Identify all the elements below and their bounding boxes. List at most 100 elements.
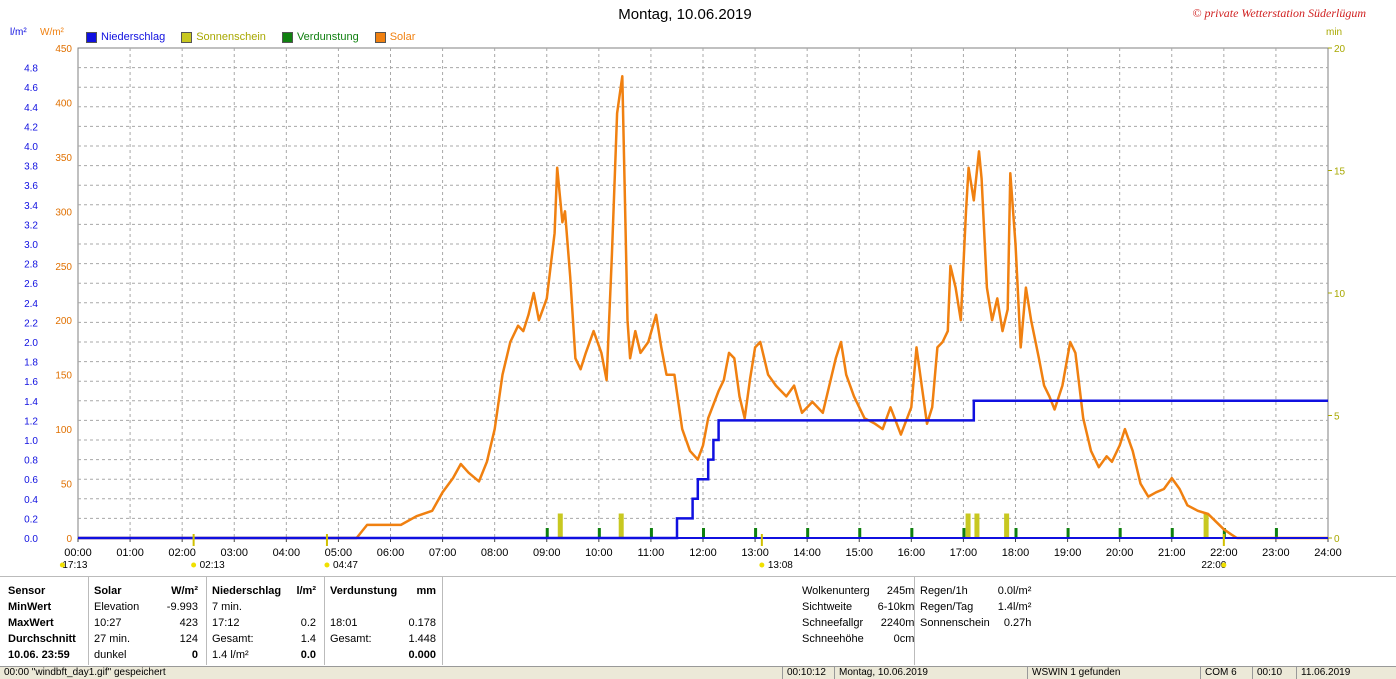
rain-unit: l/m²: [296, 585, 316, 597]
y-rain-tick-label: 2.6: [24, 279, 38, 290]
y-rain-tick-label: 2.4: [24, 299, 38, 310]
x-tick-label: 04:00: [273, 547, 301, 559]
x-tick-label: 03:00: [220, 547, 248, 559]
marker-label: 04:47: [333, 560, 358, 571]
status-bar: 00:00 "windbft_day1.gif" gespeichert 00:…: [0, 666, 1396, 679]
y-rain-tick-label: 3.6: [24, 181, 38, 192]
evaporation-mark: [1222, 528, 1226, 538]
solar-value: 423: [179, 617, 198, 629]
series-line-solar: [78, 75, 1328, 540]
solar-unit: W/m²: [171, 585, 198, 597]
legend-label: Niederschlag: [101, 31, 166, 43]
x-tick-label: 20:00: [1106, 547, 1134, 559]
evaporation-mark: [754, 528, 758, 538]
stats-solar: Solar W/m² Elevation -9.993 10:27 423 27 mi…: [90, 583, 202, 663]
weather-chart: 00:00 01:00 02:00 03:00 04:00 05:00 06:00 07:00…: [24, 44, 1346, 571]
y-solar-tick-label: 300: [55, 207, 72, 218]
x-tick-label: 21:00: [1158, 547, 1186, 559]
y-rain-tick-label: 0.8: [24, 456, 38, 467]
evap-label: Gesamt:: [330, 633, 372, 645]
y-rain-tick-label: 4.4: [24, 103, 38, 114]
rain-label: Gesamt:: [212, 633, 254, 645]
legend-item-solar: Solar: [374, 31, 416, 43]
y-solar-tick-label: 250: [55, 262, 72, 273]
legend-label: Verdunstung: [296, 31, 359, 43]
sensor-row: 10.06. 23:59: [8, 649, 70, 661]
legend-label: Sonnenschein: [196, 31, 266, 43]
x-tick-label: 22:00: [1210, 547, 1238, 559]
y-rain-tick-label: 2.0: [24, 338, 38, 349]
divider: [206, 577, 207, 665]
y-min-tick-label: 5: [1334, 412, 1340, 423]
rainrate-value: 0.27h: [1003, 617, 1032, 629]
rainrate-value: 0.0l/m²: [997, 585, 1032, 597]
y-rain-tick-label: 1.4: [24, 397, 38, 408]
x-tick-label: 00:00: [64, 547, 92, 559]
evaporation-mark: [1170, 528, 1174, 538]
y-rain-tick-label: 3.4: [24, 201, 38, 212]
status-message: 00:00 "windbft_day1.gif" gespeichert: [4, 667, 166, 678]
solar-label: Elevation: [94, 601, 140, 613]
sun-marker-icon: [759, 562, 765, 568]
legend-item-sonnenschein: Sonnenschein: [181, 31, 266, 43]
y-rain-tick-label: 1.0: [24, 436, 38, 447]
evap-value: [403, 599, 440, 615]
evaporation-mark: [910, 528, 914, 538]
cloud-label: Wolkenunterg: [802, 585, 870, 597]
legend: Niederschlag Sonnenschein Verdunstung So…: [86, 31, 415, 43]
y-solar-tick-label: 350: [55, 153, 72, 164]
evap-unit: mm: [416, 585, 436, 597]
x-tick-label: 15:00: [845, 547, 873, 559]
cloud-label: Schneehöhe: [802, 633, 864, 645]
solar-label: dunkel: [94, 649, 127, 661]
stats-evap: Verdunstung mm 18:01 0.178 Gesamt: 1.448 0.…: [326, 583, 440, 663]
evaporation-mark: [649, 528, 653, 538]
cloud-value: 2240m: [880, 617, 915, 629]
y-min-tick-label: 10: [1334, 289, 1346, 300]
rainrate-label: Regen/Tag: [920, 601, 974, 613]
marker-label: 22:00: [1201, 560, 1226, 571]
evap-value: 0.178: [408, 617, 436, 629]
evaporation-mark: [1066, 528, 1070, 538]
sensor-row: MinWert: [8, 601, 52, 613]
rainrate-value: 1.4l/m²: [997, 601, 1032, 613]
x-tick-label: 11:00: [638, 547, 665, 559]
y-rain-tick-label: 2.2: [24, 318, 38, 329]
y-rain-tick-label: 3.0: [24, 240, 38, 251]
sun-marker-icon: [59, 562, 65, 568]
marker-label: 17:13: [62, 560, 87, 571]
sensor-row: MaxWert: [8, 617, 54, 629]
stats-sensor: Sensor MinWert MaxWert Durchschnitt 10.0…: [4, 583, 80, 663]
y-min-tick-label: 15: [1334, 167, 1346, 178]
stats-rainrate: Regen/1h 0.0l/m² Regen/Tag 1.4l/m² Sonnens…: [916, 583, 1035, 631]
y-rain-tick-label: 1.8: [24, 358, 38, 369]
stats-rain: Niederschlag l/m² 7 min. 17:12 0.2 Gesamt:…: [208, 583, 320, 663]
y-solar-tick-label: 0: [66, 534, 72, 545]
evap-value: 0.000: [408, 649, 436, 661]
evaporation-mark: [858, 528, 862, 538]
y-rain-tick-label: 4.0: [24, 142, 38, 153]
rain-value: 0.2: [300, 617, 316, 629]
y-rain-tick-label: 0.4: [24, 495, 38, 506]
solar-label: 27 min.: [94, 633, 131, 645]
x-tick-label: 06:00: [377, 547, 405, 559]
sun-marker-icon: [324, 562, 330, 568]
evaporation-mark: [1274, 528, 1278, 538]
divider: [442, 577, 443, 665]
status-device: WSWIN 1 gefunden: [1027, 667, 1120, 679]
evaporation-mark: [962, 528, 966, 538]
y-min-tick-label: 0: [1334, 534, 1340, 545]
x-tick-label: 10:00: [585, 547, 613, 559]
evap-label: [326, 599, 403, 615]
y-rain-tick-label: 1.2: [24, 416, 38, 427]
sunshine-bar: [1004, 513, 1010, 538]
divider: [88, 577, 89, 665]
rain-label: 1.4 l/m²: [212, 649, 249, 661]
chart-title: Montag, 10.06.2019: [618, 6, 752, 23]
sun-marker-icon: [191, 562, 197, 568]
evaporation-mark: [1118, 528, 1122, 538]
legend-label: Solar: [389, 31, 416, 43]
cloud-label: Sichtweite: [802, 601, 853, 613]
evap-header: Verdunstung: [330, 585, 398, 597]
y-solar-tick-label: 200: [55, 316, 72, 327]
